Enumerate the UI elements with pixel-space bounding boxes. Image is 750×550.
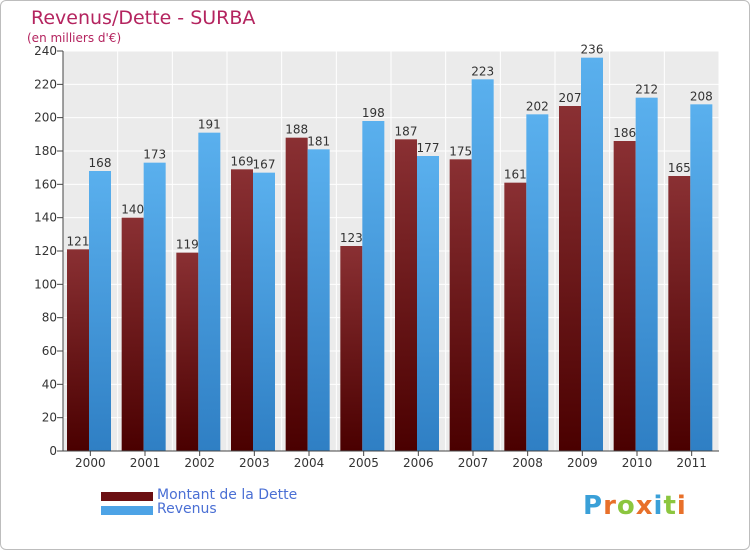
bar-revenue [198,132,221,451]
bar-revenue [471,79,494,451]
bar-debt [668,176,691,451]
x-tick-label: 2003 [239,456,270,470]
bar-debt [449,159,472,452]
y-tick-label: 240 [34,44,57,58]
y-tick-label: 160 [34,177,57,191]
bar-debt [121,217,144,451]
bar-debt [613,141,636,451]
data-label-revenue: 212 [635,83,658,97]
x-tick-label: 2002 [184,456,215,470]
y-tick-label: 0 [49,444,57,458]
bar-revenue [143,162,166,451]
logo-letter: r [603,491,617,521]
bar-revenue [635,97,658,452]
logo-letter: t [663,491,677,521]
chart-title: Revenus/Dette - SURBA [31,7,256,29]
data-label-revenue: 223 [471,64,494,78]
y-tick-label: 220 [34,77,57,91]
bar-debt [559,106,581,451]
legend-swatch-revenue [101,506,153,515]
data-label-revenue: 173 [143,148,166,162]
data-label-debt: 207 [559,91,582,105]
logo-letter: P [583,491,604,521]
x-tick-label: 2005 [348,456,379,470]
logo-letter: i [676,491,687,521]
data-label-revenue: 191 [198,118,221,132]
y-tick-label: 80 [42,311,57,325]
bar-revenue [362,121,385,451]
logo-letter: o [616,491,636,521]
bar-revenue [690,104,713,451]
data-label-revenue: 168 [89,156,112,170]
legend-label-revenue: Revenus [157,501,217,517]
y-tick-label: 100 [34,277,57,291]
bar-debt [176,252,199,451]
data-label-debt: 186 [613,126,636,140]
data-label-debt: 123 [340,231,363,245]
data-label-revenue: 202 [526,99,549,113]
bar-revenue [89,171,111,451]
data-label-revenue: 177 [417,141,440,155]
x-tick-label: 2011 [676,456,707,470]
data-label-revenue: 208 [690,89,713,103]
bar-debt [340,246,363,451]
data-label-debt: 169 [231,154,254,168]
data-label-debt: 119 [176,238,199,252]
x-tick-label: 2008 [512,456,543,470]
x-tick-label: 2000 [75,456,106,470]
y-tick-label: 200 [34,111,57,125]
y-tick-label: 60 [42,344,57,358]
x-tick-label: 2004 [294,456,325,470]
x-tick-label: 2006 [403,456,434,470]
x-tick-label: 2001 [130,456,161,470]
bar-revenue [526,114,549,451]
y-tick-label: 40 [42,377,57,391]
data-label-revenue: 181 [307,134,330,148]
proxiti-logo: Proxiti [583,491,687,521]
y-tick-label: 120 [34,244,57,258]
data-label-revenue: 167 [253,158,276,172]
data-label-debt: 140 [121,203,144,217]
bar-revenue [417,156,439,451]
data-label-revenue: 236 [581,43,604,57]
bar-debt [395,139,417,452]
logo-letter: i [653,491,664,521]
bar-debt [504,182,527,451]
data-label-revenue: 198 [362,106,385,120]
bar-debt [285,137,308,451]
logo-letter: x [635,491,654,521]
data-label-debt: 165 [668,161,691,175]
data-label-debt: 121 [67,234,90,248]
data-label-debt: 175 [449,144,472,158]
y-tick-label: 140 [34,211,57,225]
bar-debt [67,249,89,451]
chart-subtitle: (en milliers d'€) [27,31,122,45]
y-tick-label: 20 [42,411,57,425]
data-label-debt: 161 [504,168,527,182]
bar-debt [231,169,253,452]
bar-revenue [307,149,330,452]
data-label-debt: 188 [285,123,308,137]
y-tick-label: 180 [34,144,57,158]
x-tick-label: 2009 [567,456,598,470]
legend-swatch-debt [101,492,153,501]
legend-label-debt: Montant de la Dette [157,487,298,503]
data-label-debt: 187 [395,124,418,138]
bar-revenue [581,57,603,452]
bar-revenue [253,172,275,451]
x-tick-label: 2007 [458,456,489,470]
x-tick-label: 2010 [622,456,653,470]
